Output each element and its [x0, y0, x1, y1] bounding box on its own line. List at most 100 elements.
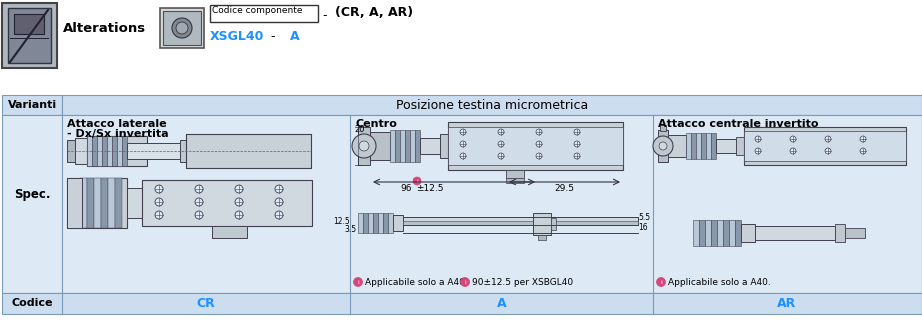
Bar	[358, 127, 370, 165]
Bar	[744, 127, 906, 165]
Bar	[506, 170, 524, 178]
Bar	[62, 95, 922, 115]
Bar	[67, 140, 75, 162]
Text: Attacco laterale: Attacco laterale	[67, 119, 167, 129]
Bar	[717, 220, 723, 246]
Bar	[716, 139, 736, 153]
Text: Varianti: Varianti	[7, 100, 56, 110]
Bar	[706, 133, 711, 159]
Bar	[67, 178, 82, 228]
Circle shape	[755, 136, 761, 142]
Bar	[2, 293, 922, 314]
Bar	[2, 3, 57, 68]
Bar	[127, 143, 182, 159]
Bar	[67, 178, 127, 228]
Circle shape	[235, 211, 243, 219]
Text: -: -	[322, 9, 326, 22]
Bar	[212, 226, 247, 238]
Bar	[403, 221, 638, 225]
Bar	[693, 220, 699, 246]
Text: Alterations: Alterations	[63, 21, 146, 34]
Circle shape	[498, 129, 504, 135]
Bar	[845, 228, 865, 238]
Bar	[691, 133, 696, 159]
Bar	[415, 130, 420, 162]
Bar	[388, 213, 393, 233]
Bar	[448, 127, 623, 165]
Circle shape	[413, 177, 421, 185]
Circle shape	[460, 153, 466, 159]
Bar	[658, 130, 668, 162]
Circle shape	[574, 129, 580, 135]
Circle shape	[352, 134, 376, 158]
Bar	[101, 178, 108, 228]
Bar	[705, 220, 711, 246]
Bar	[87, 178, 94, 228]
Text: Codice componente: Codice componente	[212, 6, 302, 15]
Bar	[2, 115, 922, 293]
Bar	[122, 136, 127, 166]
Circle shape	[460, 141, 466, 147]
Circle shape	[825, 136, 831, 142]
Bar	[735, 220, 741, 246]
Bar	[92, 136, 97, 166]
Bar	[107, 136, 112, 166]
Circle shape	[860, 148, 866, 154]
Text: A: A	[290, 30, 300, 43]
Bar	[127, 188, 142, 218]
Bar	[660, 125, 666, 131]
Text: Spec.: Spec.	[14, 187, 51, 200]
Circle shape	[498, 141, 504, 147]
Text: XSGL40: XSGL40	[210, 30, 265, 43]
Bar	[368, 213, 373, 233]
Bar	[383, 213, 388, 233]
Bar	[440, 134, 448, 158]
Text: -: -	[270, 30, 275, 43]
Text: 12.5: 12.5	[333, 217, 349, 226]
Bar	[102, 136, 107, 166]
Text: (CR, A, AR): (CR, A, AR)	[335, 6, 413, 19]
Text: 5.5: 5.5	[638, 213, 650, 222]
Bar	[186, 134, 311, 168]
Bar	[210, 5, 318, 22]
Circle shape	[656, 278, 666, 287]
Bar	[744, 131, 906, 161]
Bar	[410, 130, 415, 162]
Circle shape	[235, 198, 243, 206]
Text: 20: 20	[355, 125, 365, 134]
Circle shape	[172, 18, 192, 38]
Bar	[108, 178, 115, 228]
Bar	[115, 178, 122, 228]
Bar	[2, 95, 62, 115]
Text: 3.5: 3.5	[344, 225, 356, 234]
Bar	[448, 122, 623, 170]
Text: AR: AR	[777, 297, 796, 310]
Circle shape	[498, 153, 504, 159]
Circle shape	[460, 129, 466, 135]
Bar	[117, 136, 122, 166]
Bar	[0, 0, 922, 95]
Bar	[378, 213, 383, 233]
Text: i: i	[660, 280, 662, 285]
Bar	[87, 136, 147, 166]
Circle shape	[353, 278, 362, 287]
Bar	[736, 137, 744, 155]
Text: Posizione testina micrometrica: Posizione testina micrometrica	[396, 99, 588, 112]
Bar	[699, 220, 705, 246]
Circle shape	[536, 141, 542, 147]
Bar	[696, 133, 701, 159]
Bar	[393, 215, 403, 231]
Bar	[723, 220, 729, 246]
Circle shape	[574, 153, 580, 159]
Circle shape	[790, 148, 796, 154]
Text: ±12.5: ±12.5	[416, 184, 443, 193]
Bar	[711, 220, 717, 246]
Bar	[14, 14, 44, 34]
Text: 96: 96	[400, 184, 411, 193]
Circle shape	[574, 141, 580, 147]
Circle shape	[155, 198, 163, 206]
Bar	[551, 218, 556, 230]
Bar	[741, 224, 755, 242]
Text: A: A	[497, 297, 506, 310]
Bar	[533, 213, 551, 235]
